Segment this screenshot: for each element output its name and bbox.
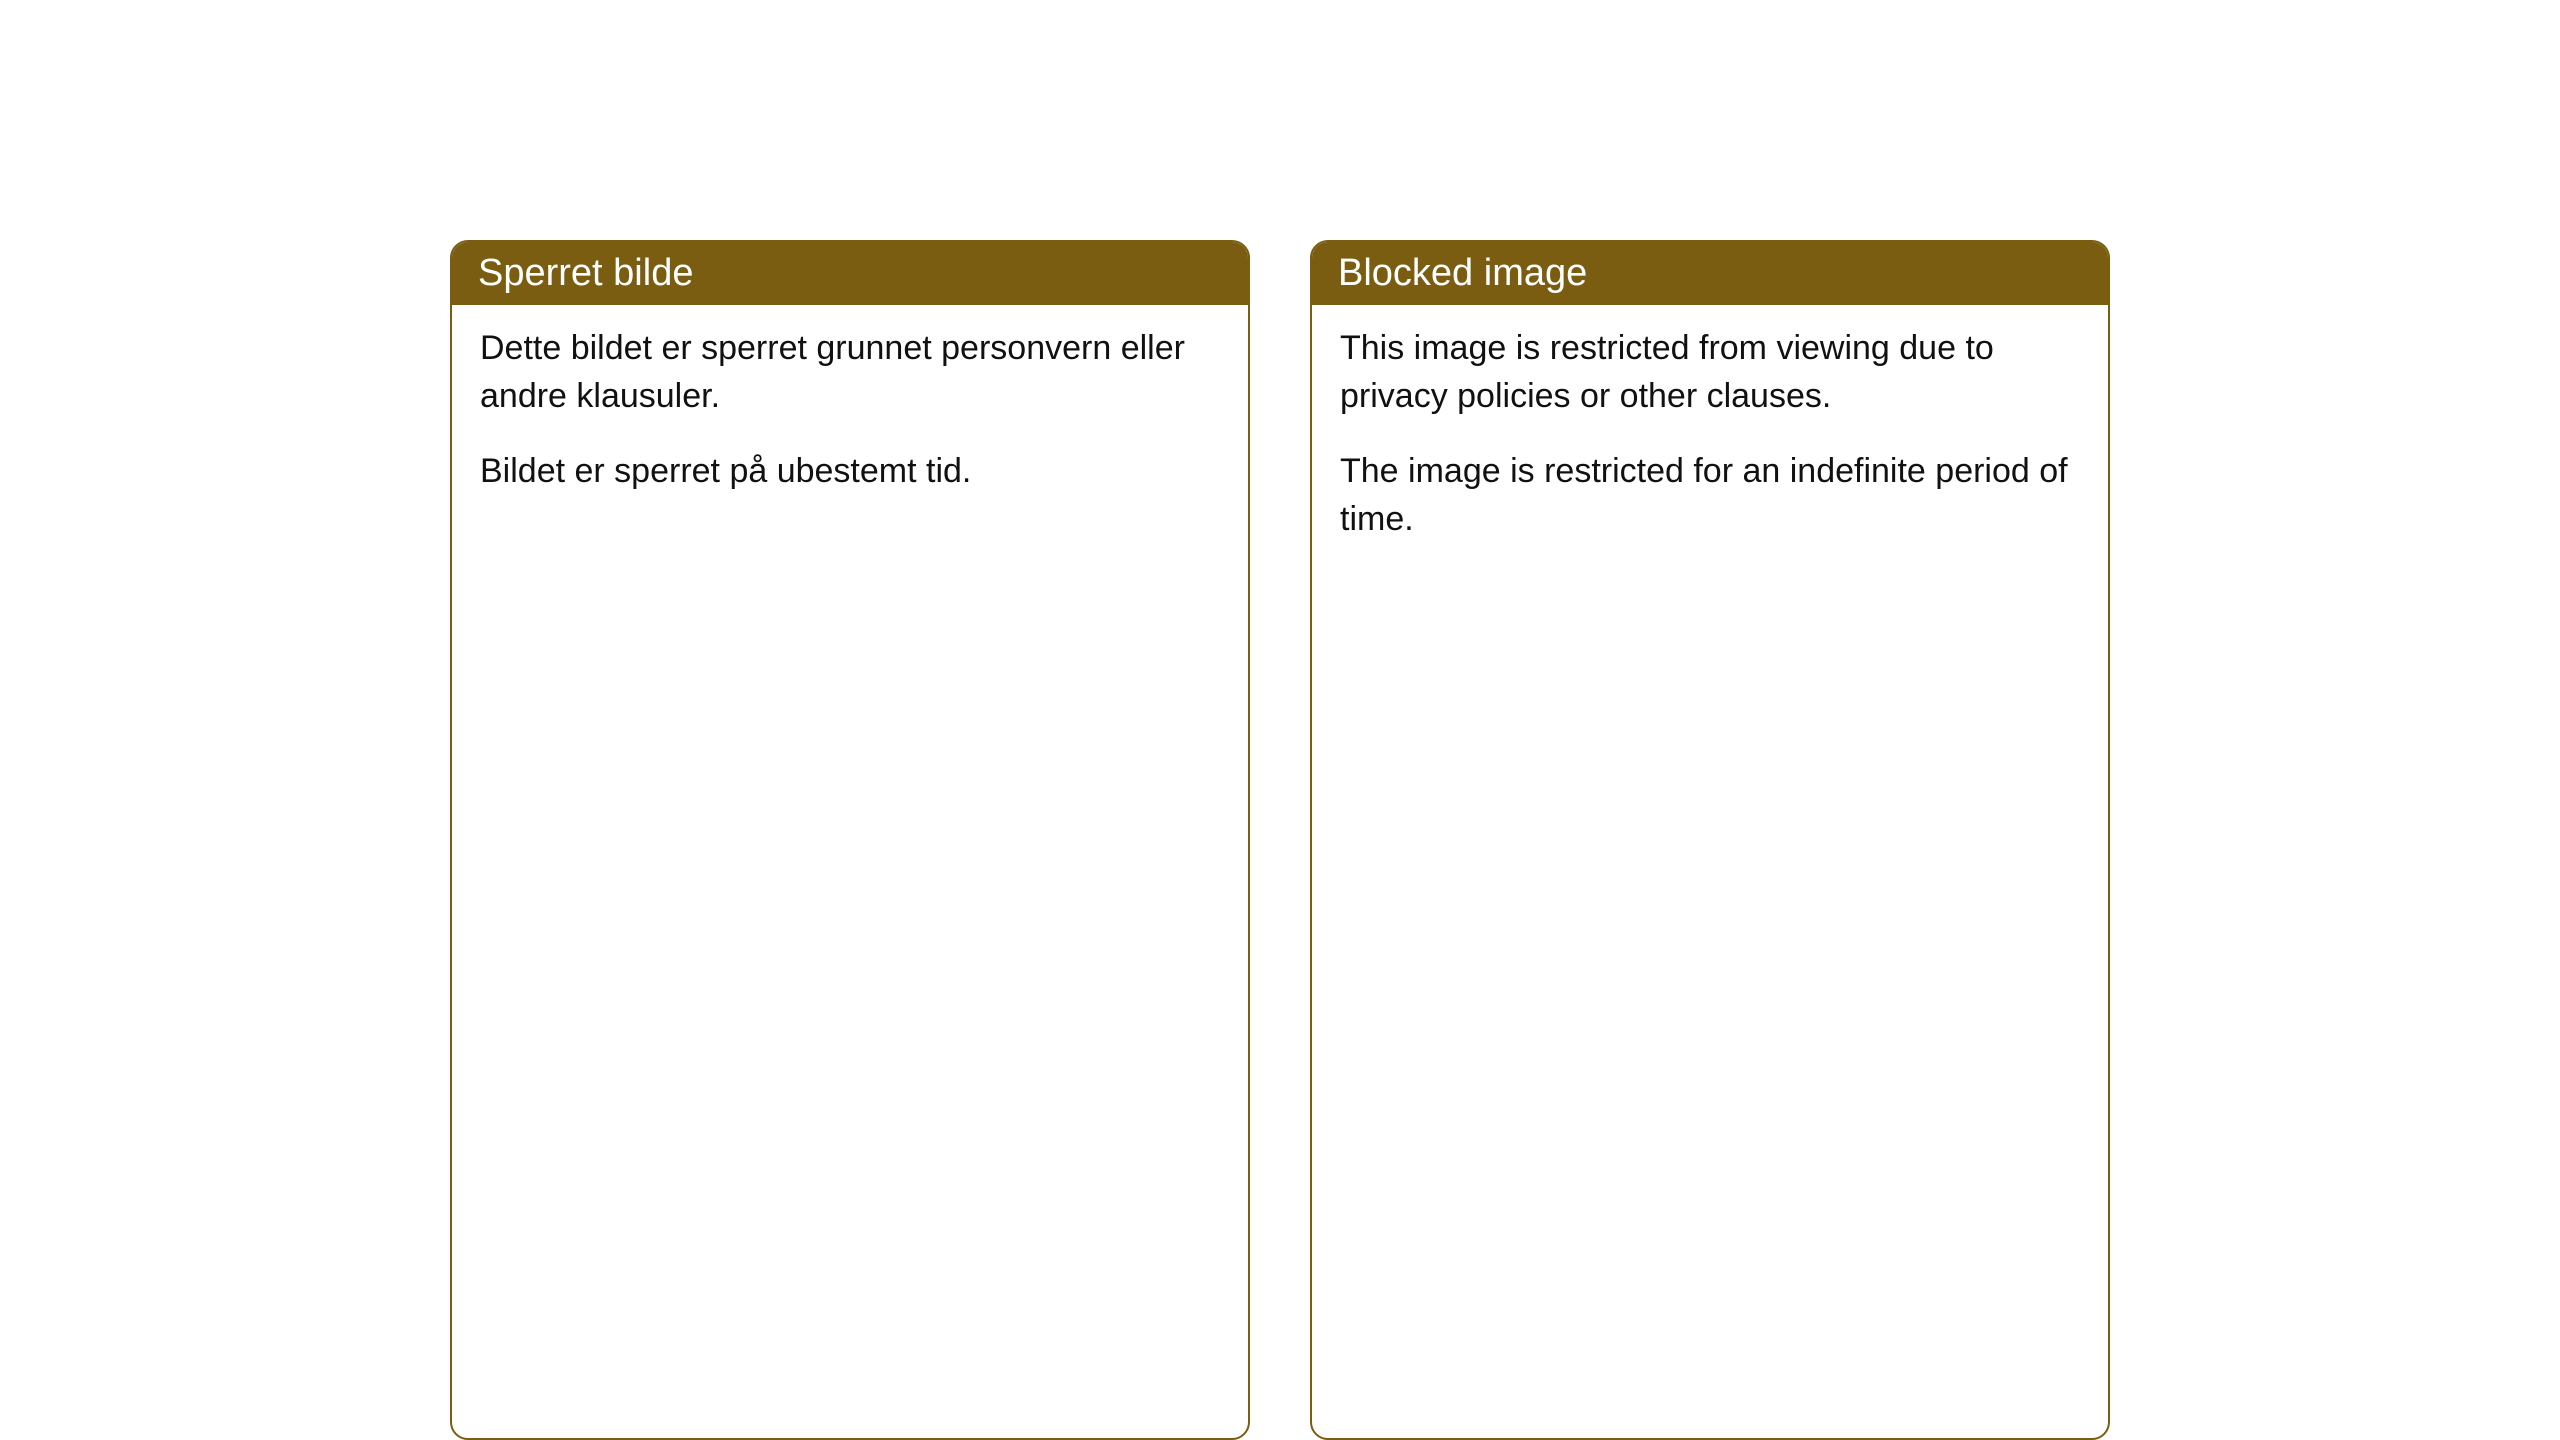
card-body-english: This image is restricted from viewing du… — [1312, 305, 2108, 579]
card-para2-english: The image is restricted for an indefinit… — [1340, 448, 2080, 543]
card-title-english: Blocked image — [1338, 252, 1587, 294]
notice-container: Sperret bilde Dette bildet er sperret gr… — [450, 240, 2110, 1440]
card-para2-norwegian: Bildet er sperret på ubestemt tid. — [480, 448, 1220, 496]
card-header-norwegian: Sperret bilde — [452, 242, 1248, 305]
card-para1-norwegian: Dette bildet er sperret grunnet personve… — [480, 325, 1220, 420]
blocked-image-card-norwegian: Sperret bilde Dette bildet er sperret gr… — [450, 240, 1250, 1440]
card-header-english: Blocked image — [1312, 242, 2108, 305]
card-title-norwegian: Sperret bilde — [478, 252, 693, 294]
card-body-norwegian: Dette bildet er sperret grunnet personve… — [452, 305, 1248, 532]
blocked-image-card-english: Blocked image This image is restricted f… — [1310, 240, 2110, 1440]
card-para1-english: This image is restricted from viewing du… — [1340, 325, 2080, 420]
